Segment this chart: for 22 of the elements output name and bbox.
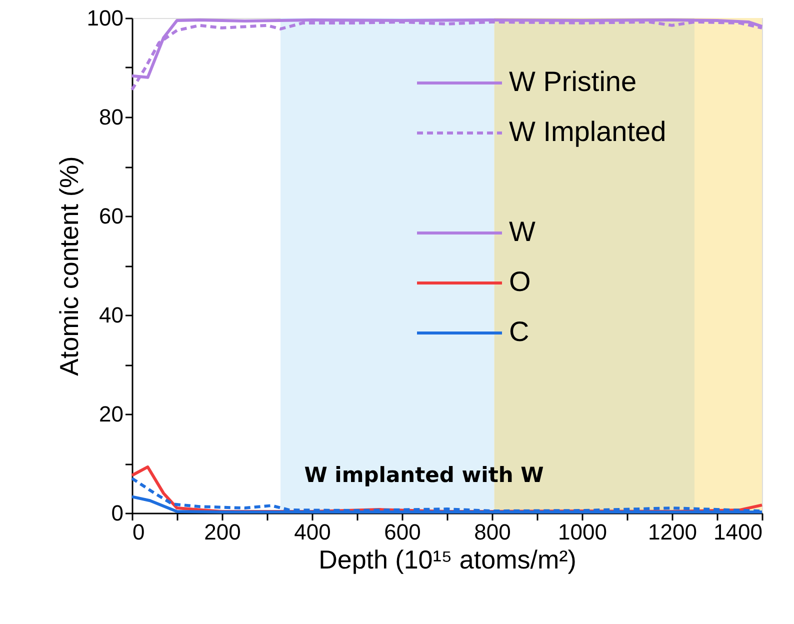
legend-label: O bbox=[509, 266, 531, 297]
y-axis-title: Atomic content (%) bbox=[54, 156, 84, 376]
legend-label: W Pristine bbox=[509, 66, 637, 97]
x-tick-label: 800 bbox=[474, 520, 511, 544]
y-tick-label: 20 bbox=[99, 402, 124, 426]
annotation: W implanted with W bbox=[304, 463, 544, 487]
x-axis-title: Depth (10¹⁵ atoms/m²) bbox=[318, 544, 576, 574]
x-tick-label: 1200 bbox=[648, 520, 697, 544]
x-tick-label: 200 bbox=[204, 520, 241, 544]
legend-label: C bbox=[509, 316, 530, 347]
x-tick-label: 1400 bbox=[714, 520, 762, 544]
y-tick-label: 100 bbox=[86, 6, 124, 30]
y-tick-label: 60 bbox=[99, 204, 124, 228]
x-tick-label: 600 bbox=[384, 520, 421, 544]
x-tick-label: 400 bbox=[294, 520, 331, 544]
x-tick-label: 0 bbox=[132, 520, 145, 544]
annotation: W bbox=[509, 216, 536, 247]
legend-label: W Implanted bbox=[509, 116, 666, 147]
y-tick-label: 0 bbox=[111, 500, 124, 526]
y-tick-label: 40 bbox=[99, 302, 124, 328]
x-tick-label: 1000 bbox=[558, 520, 607, 544]
y-tick-label: 80 bbox=[99, 104, 124, 130]
